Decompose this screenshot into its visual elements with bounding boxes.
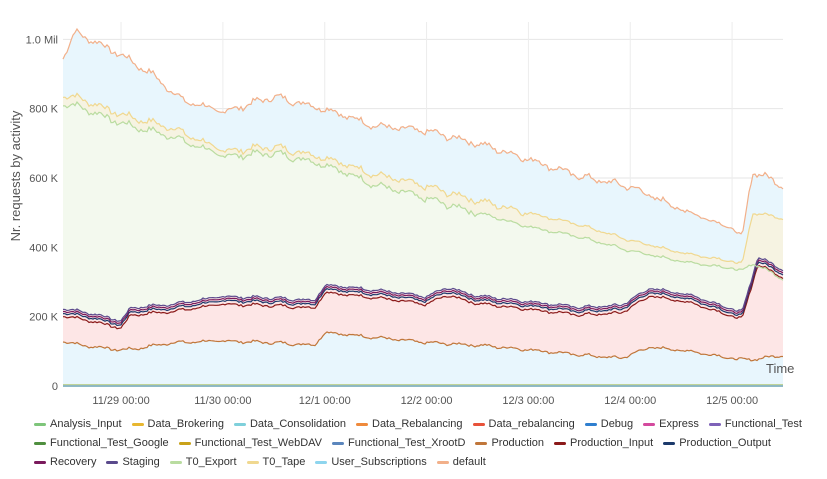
series-line-recovery bbox=[62, 259, 784, 325]
series-line-production bbox=[62, 331, 783, 362]
area-band bbox=[63, 102, 783, 322]
legend-item-production[interactable]: Production bbox=[475, 435, 544, 451]
x-tick-label: 12/3 00:00 bbox=[502, 395, 554, 407]
series-line-t0-tape bbox=[62, 92, 784, 265]
legend-label: Debug bbox=[600, 418, 634, 430]
legend-label: Functional_Test_Google bbox=[50, 437, 169, 449]
x-tick-label: 12/5 00:00 bbox=[706, 395, 758, 407]
area-band bbox=[63, 331, 783, 386]
line-layer bbox=[62, 27, 784, 387]
legend-item-data-consolidation[interactable]: Data_Consolidation bbox=[233, 416, 346, 432]
y-tick-label: 0 bbox=[52, 381, 58, 393]
legend-item-t0-tape[interactable]: T0_Tape bbox=[246, 454, 306, 470]
legend-swatch bbox=[475, 441, 488, 445]
legend-item-analysis-input[interactable]: Analysis_Input bbox=[34, 416, 122, 432]
legend-swatch bbox=[356, 422, 368, 426]
legend-label: Recovery bbox=[50, 456, 97, 468]
legend-item-express[interactable]: Express bbox=[643, 416, 699, 432]
legend-label: Data_Brokering bbox=[147, 418, 224, 430]
legend-item-default[interactable]: default bbox=[436, 454, 486, 470]
legend-label: Functional_Test_WebDAV bbox=[194, 437, 323, 449]
legend-item-production-input[interactable]: Production_Input bbox=[554, 435, 653, 451]
x-tick-label: 12/1 00:00 bbox=[299, 395, 351, 407]
legend-swatch bbox=[332, 441, 345, 445]
legend-label: Data_rebalancing bbox=[488, 418, 575, 430]
legend-item-t0-export[interactable]: T0_Export bbox=[169, 454, 237, 470]
series-line-staging bbox=[62, 257, 784, 322]
x-tick-label: 11/30 00:00 bbox=[194, 395, 251, 407]
x-tick-label: 12/4 00:00 bbox=[604, 395, 656, 407]
legend-item-functional-test-xrootd[interactable]: Functional_Test_XrootD bbox=[332, 435, 465, 451]
legend-swatch bbox=[554, 441, 567, 445]
legend-swatch bbox=[106, 460, 119, 464]
legend-swatch bbox=[169, 460, 182, 464]
legend-swatch bbox=[178, 441, 191, 445]
legend-label: T0_Export bbox=[185, 456, 237, 468]
legend-label: Production_Output bbox=[679, 437, 771, 449]
legend-label: Data_Rebalancing bbox=[372, 418, 463, 430]
legend-swatch bbox=[708, 422, 721, 426]
x-axis-label: Time bbox=[766, 361, 794, 376]
legend-label: Staging bbox=[122, 456, 160, 468]
x-tick-label: 12/2 00:00 bbox=[401, 395, 453, 407]
legend-item-recovery[interactable]: Recovery bbox=[34, 454, 96, 470]
legend-swatch bbox=[663, 441, 676, 445]
legend-item-functional-test-google[interactable]: Functional_Test_Google bbox=[34, 435, 169, 451]
area-band bbox=[63, 29, 783, 264]
area-layer bbox=[63, 29, 783, 386]
legend-label: Express bbox=[659, 418, 699, 430]
legend-swatch bbox=[34, 422, 46, 426]
legend-swatch bbox=[643, 422, 656, 426]
chart-svg: 0 200 K 400 K 600 K 800 K 1.0 Mil 11/29 00:00 1… bbox=[8, 22, 794, 407]
area-band bbox=[63, 93, 783, 281]
legend-label: Functional_Test_XrootD bbox=[348, 437, 466, 449]
y-tick-label: 1.0 Mil bbox=[26, 34, 58, 46]
legend-label: T0_Tape bbox=[262, 456, 306, 468]
legend-label: User_Subscriptions bbox=[331, 456, 427, 468]
legend-item-user-subscriptions[interactable]: User_Subscriptions bbox=[315, 454, 427, 470]
legend-item-functional-test-webdav[interactable]: Functional_Test_WebDAV bbox=[178, 435, 323, 451]
legend-label: Analysis_Input bbox=[50, 418, 122, 430]
legend-swatch bbox=[315, 460, 328, 464]
series-line-production-input bbox=[62, 264, 784, 330]
legend-label: default bbox=[452, 456, 486, 468]
y-tick-label: 800 K bbox=[29, 104, 58, 116]
y-tick-label: 200 K bbox=[29, 312, 58, 324]
y-tick-label: 600 K bbox=[29, 173, 58, 185]
legend-item-functional-test[interactable]: Functional_Test bbox=[708, 416, 802, 432]
tick-layer: 0 200 K 400 K 600 K 800 K 1.0 Mil 11/29 00:00 1… bbox=[26, 34, 758, 407]
y-axis-label: Nr. requests by activity bbox=[8, 110, 23, 241]
legend-swatch bbox=[246, 460, 259, 464]
legend-item-debug[interactable]: Debug bbox=[584, 416, 634, 432]
legend-swatch bbox=[34, 460, 46, 464]
legend-swatch bbox=[34, 441, 46, 445]
legend: Analysis_Input Data_Brokering Data_Consoli… bbox=[34, 416, 824, 470]
legend-label: Data_Consolidation bbox=[249, 418, 346, 430]
legend-label: Production bbox=[491, 437, 545, 449]
legend-item-production-output[interactable]: Production_Output bbox=[663, 435, 771, 451]
legend-swatch bbox=[584, 422, 597, 426]
x-tick-label: 11/29 00:00 bbox=[92, 395, 149, 407]
legend-swatch bbox=[436, 460, 449, 464]
series-line-default bbox=[62, 27, 784, 235]
legend-swatch bbox=[472, 422, 485, 426]
legend-swatch bbox=[233, 422, 246, 426]
legend-item-staging[interactable]: Staging bbox=[106, 454, 160, 470]
y-tick-label: 400 K bbox=[29, 242, 58, 254]
legend-label: Functional_Test bbox=[724, 418, 802, 430]
series-line-production-output bbox=[62, 261, 784, 327]
legend-item-data-brokering[interactable]: Data_Brokering bbox=[131, 416, 224, 432]
series-line-t0-export bbox=[62, 100, 784, 281]
legend-label: Production_Input bbox=[570, 437, 654, 449]
legend-swatch bbox=[131, 422, 144, 426]
area-band bbox=[63, 257, 783, 361]
legend-item-data-rebalancing[interactable]: Data_Rebalancing bbox=[356, 416, 463, 432]
legend-item-data-rebalancing[interactable]: Data_rebalancing bbox=[472, 416, 575, 432]
